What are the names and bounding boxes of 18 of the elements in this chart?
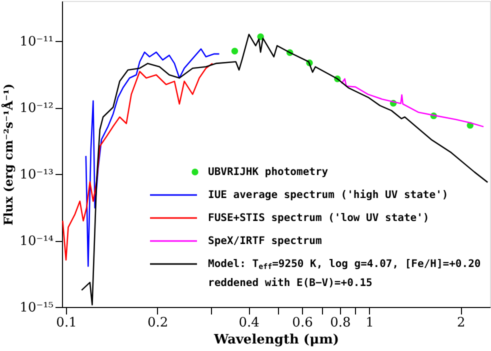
x-tick-label: 0.2: [147, 316, 168, 330]
legend-label: UBVRIJHK photometry: [208, 166, 329, 178]
legend-label: SpeX/IRTF spectrum: [208, 235, 322, 247]
legend-label: FUSE+STIS spectrum ('low UV state'): [208, 212, 430, 224]
y-tick-label: 10⁻¹⁵: [20, 300, 54, 316]
x-axis-title: Wavelength (μm): [212, 332, 340, 348]
x-tick-label: 0.8: [330, 316, 351, 330]
y-tick-label: 10⁻¹⁴: [20, 234, 54, 250]
y-axis-title: Flux (erg cm⁻²s⁻¹Å⁻¹): [0, 84, 16, 226]
x-tick-label: 0.4: [238, 316, 260, 330]
x-tick-label: 0.6: [292, 316, 313, 330]
y-tick-label: 10⁻¹²: [20, 101, 54, 116]
x-tick-label: 1: [366, 316, 374, 330]
legend-label: IUE average spectrum ('high UV state'): [208, 189, 448, 201]
x-tick-label: 2: [456, 316, 466, 330]
y-tick-label: 10⁻¹³: [20, 168, 54, 183]
x-tick-label: 0.1: [56, 316, 77, 330]
y-tick-label: 10⁻¹¹: [20, 34, 54, 50]
